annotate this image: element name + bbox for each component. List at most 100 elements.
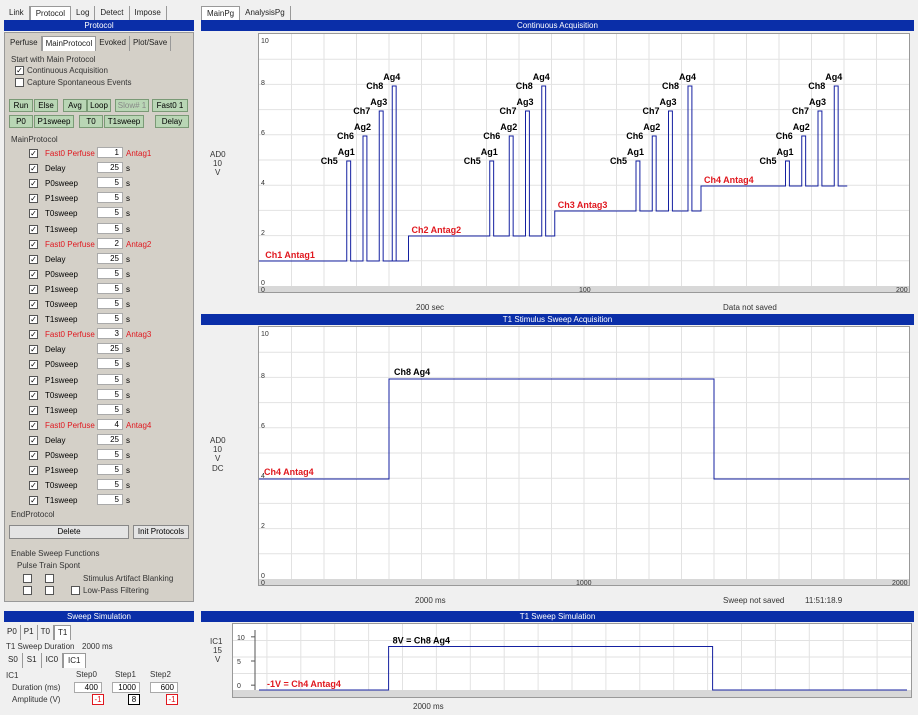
step-value-input[interactable]: 5	[97, 464, 123, 476]
step-value-input[interactable]: 5	[97, 207, 123, 219]
step0-duration-input[interactable]: 400	[74, 682, 102, 693]
sim-subtab-s0[interactable]: S0	[4, 653, 23, 668]
step-value-input[interactable]: 5	[97, 403, 123, 415]
step-value-input[interactable]: 5	[97, 358, 123, 370]
tab-detect[interactable]: Detect	[95, 6, 130, 20]
step1-amplitude-input[interactable]: 8	[128, 694, 140, 705]
spontaneous-checkbox[interactable]	[15, 78, 24, 87]
protocol-step[interactable]: ✓ Fast0 Perfuse 3 Antag3	[5, 327, 195, 342]
step-checkbox[interactable]: ✓	[29, 330, 38, 340]
step-checkbox[interactable]: ✓	[29, 360, 38, 370]
protocol-step[interactable]: ✓ T1sweep 5 s	[5, 403, 195, 418]
step-checkbox[interactable]: ✓	[29, 451, 38, 460]
step-checkbox[interactable]: ✓	[29, 405, 38, 415]
sim-tab-t1[interactable]: T1	[53, 625, 72, 640]
sim-tab-t0[interactable]: T0	[38, 625, 54, 640]
t1sweep-button[interactable]: T1sweep	[104, 115, 144, 128]
step-value-input[interactable]: 5	[97, 449, 123, 460]
step2-amplitude-input[interactable]: -1	[166, 694, 178, 705]
continuous-checkbox[interactable]: ✓	[15, 66, 24, 75]
step-value-input[interactable]: 5	[97, 373, 123, 385]
protocol-step[interactable]: ✓ T1sweep 5 s	[5, 493, 195, 508]
init-protocols-button[interactable]: Init Protocols	[133, 525, 189, 539]
step-value-input[interactable]: 5	[97, 282, 123, 294]
p0-button[interactable]: P0	[9, 115, 33, 128]
sim-subtab-ic1[interactable]: IC1	[63, 653, 86, 668]
loop-button[interactable]: Loop	[87, 99, 111, 112]
fast0-button[interactable]: Fast0 1	[152, 99, 188, 112]
step-checkbox[interactable]: ✓	[29, 435, 38, 445]
step-value-input[interactable]: 5	[97, 192, 123, 204]
pulse-artifact-checkbox[interactable]	[23, 574, 32, 583]
step-checkbox[interactable]: ✓	[29, 375, 38, 385]
step-checkbox[interactable]: ✓	[29, 481, 38, 491]
protocol-step[interactable]: ✓ Fast0 Perfuse 1 Antag1	[5, 146, 195, 161]
step-value-input[interactable]: 25	[97, 343, 123, 355]
step-checkbox[interactable]: ✓	[29, 269, 38, 279]
step-value-input[interactable]: 25	[97, 162, 123, 174]
step-checkbox[interactable]: ✓	[29, 284, 38, 294]
tab-analysispg[interactable]: AnalysisPg	[240, 6, 291, 20]
step-value-input[interactable]: 3	[97, 328, 123, 340]
tab-impose[interactable]: Impose	[130, 6, 167, 20]
step-value-input[interactable]: 5	[97, 267, 123, 279]
subtab-perfuse[interactable]: Perfuse	[7, 36, 42, 51]
sim-subtab-s1[interactable]: S1	[23, 653, 42, 668]
step-checkbox[interactable]: ✓	[29, 345, 38, 355]
delay-button[interactable]: Delay	[155, 115, 189, 128]
step-value-input[interactable]: 1	[97, 147, 123, 158]
tab-log[interactable]: Log	[71, 6, 96, 20]
step-value-input[interactable]: 25	[97, 433, 123, 445]
subtab-plotsave[interactable]: Plot/Save	[130, 36, 172, 51]
protocol-step[interactable]: ✓ T0sweep 5 s	[5, 297, 195, 312]
step-checkbox[interactable]: ✓	[29, 496, 38, 506]
protocol-step[interactable]: ✓ T1sweep 5 s	[5, 312, 195, 327]
sim-subtab-ic0[interactable]: IC0	[42, 653, 64, 668]
tab-mainpg[interactable]: MainPg	[201, 6, 241, 20]
protocol-step[interactable]: ✓ P1sweep 5 s	[5, 373, 195, 388]
protocol-step[interactable]: ✓ P1sweep 5 s	[5, 463, 195, 478]
step-checkbox[interactable]: ✓	[29, 466, 38, 476]
step-checkbox[interactable]: ✓	[29, 420, 38, 430]
tab-protocol[interactable]: Protocol	[29, 6, 72, 20]
t0-button[interactable]: T0	[79, 115, 103, 128]
step-checkbox[interactable]: ✓	[29, 254, 38, 264]
protocol-step[interactable]: ✓ P0sweep 5 s	[5, 357, 195, 372]
protocol-step[interactable]: ✓ T0sweep 5 s	[5, 206, 195, 221]
run-button[interactable]: Run	[9, 99, 33, 112]
subtab-evoked[interactable]: Evoked	[96, 36, 130, 51]
protocol-step[interactable]: ✓ P1sweep 5 s	[5, 191, 195, 206]
sim-tab-p1[interactable]: P1	[21, 625, 38, 640]
step0-amplitude-input[interactable]: -1	[92, 694, 104, 705]
step-checkbox[interactable]: ✓	[29, 209, 38, 219]
protocol-step[interactable]: ✓ Delay 25 s	[5, 252, 195, 267]
protocol-step[interactable]: ✓ Fast0 Perfuse 4 Antag4	[5, 418, 195, 433]
protocol-step[interactable]: ✓ T0sweep 5 s	[5, 478, 195, 493]
protocol-step[interactable]: ✓ P0sweep 5 s	[5, 176, 195, 191]
p1sweep-button[interactable]: P1sweep	[34, 115, 74, 128]
protocol-step[interactable]: ✓ Fast0 Perfuse 2 Antag2	[5, 237, 195, 252]
spont-lowpass-checkbox[interactable]	[71, 586, 80, 595]
step-value-input[interactable]: 4	[97, 418, 123, 430]
step-value-input[interactable]: 5	[97, 177, 123, 189]
step-value-input[interactable]: 5	[97, 298, 123, 309]
step-value-input[interactable]: 5	[97, 222, 123, 234]
train-artifact-checkbox[interactable]	[45, 574, 54, 583]
protocol-step[interactable]: ✓ T1sweep 5 s	[5, 222, 195, 237]
step-value-input[interactable]: 5	[97, 494, 123, 506]
step-checkbox[interactable]: ✓	[29, 224, 38, 234]
protocol-step[interactable]: ✓ P0sweep 5 s	[5, 448, 195, 463]
protocol-step[interactable]: ✓ Delay 25 s	[5, 161, 195, 176]
else-button[interactable]: Else	[34, 99, 58, 112]
protocol-step[interactable]: ✓ P0sweep 5 s	[5, 267, 195, 282]
slow-button[interactable]: Slow# 1	[115, 99, 149, 112]
step-checkbox[interactable]: ✓	[29, 390, 38, 400]
step-checkbox[interactable]: ✓	[29, 149, 38, 158]
step-value-input[interactable]: 5	[97, 313, 123, 325]
step1-duration-input[interactable]: 1000	[112, 682, 140, 693]
step-checkbox[interactable]: ✓	[29, 194, 38, 204]
avg-button[interactable]: Avg	[63, 99, 87, 112]
delete-button[interactable]: Delete	[9, 525, 129, 539]
subtab-mainprotocol[interactable]: MainProtocol	[41, 36, 97, 51]
step-checkbox[interactable]: ✓	[29, 164, 38, 174]
